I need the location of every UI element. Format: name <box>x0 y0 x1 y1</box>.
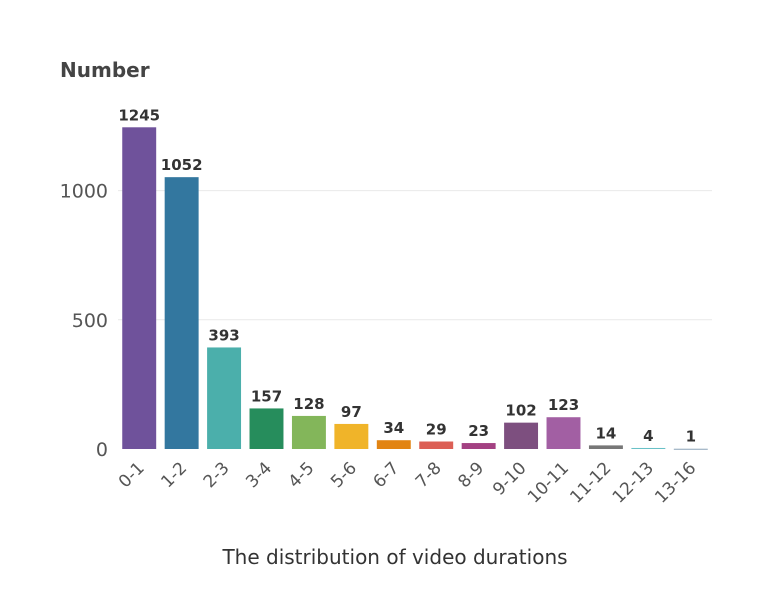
bar-4-5 <box>291 415 326 449</box>
x-tick-label-2-3: 2-3 <box>200 458 234 492</box>
bar-13-16 <box>673 448 708 450</box>
bar-12-13 <box>631 447 666 449</box>
bar-8-9 <box>461 443 496 449</box>
bar-7-8 <box>419 441 454 449</box>
y-axis-ticks: 0 500 1000 <box>60 181 108 461</box>
bar-10-11 <box>546 417 581 449</box>
bar-0-1 <box>122 127 157 450</box>
x-axis-label: The distribution of video durations <box>221 545 567 569</box>
bar-3-4 <box>249 408 284 449</box>
data-label-4-5: 128 <box>293 395 324 413</box>
data-label-7-8: 29 <box>426 421 447 439</box>
bars <box>122 127 708 450</box>
data-label-5-6: 97 <box>341 403 362 421</box>
bar-2-3 <box>207 347 242 449</box>
bar-5-6 <box>334 423 369 449</box>
y-tick-label: 1000 <box>60 181 108 203</box>
data-label-6-7: 34 <box>383 419 404 437</box>
x-tick-label-4-5: 4-5 <box>285 458 319 492</box>
x-axis-ticks: 0-1 1-2 2-3 3-4 4-5 5-6 6-7 7-8 8-9 9-1010-1111-1… <box>115 458 700 507</box>
data-label-3-4: 157 <box>251 387 282 405</box>
x-tick-label-7-8: 7-8 <box>412 458 446 492</box>
x-tick-label-8-9: 8-9 <box>454 458 488 492</box>
data-label-12-13: 4 <box>643 427 653 445</box>
y-tick-label: 0 <box>96 439 108 461</box>
y-tick-label: 500 <box>72 310 108 332</box>
x-tick-label-6-7: 6-7 <box>370 458 404 492</box>
x-tick-label-11-12: 11-12 <box>566 458 615 507</box>
x-tick-label-10-11: 10-11 <box>524 458 573 507</box>
bar-9-10 <box>504 422 539 449</box>
data-label-2-3: 393 <box>208 326 239 344</box>
data-label-0-1: 1245 <box>118 106 160 124</box>
data-label-8-9: 23 <box>468 422 489 440</box>
x-tick-label-5-6: 5-6 <box>327 458 361 492</box>
bar-1-2 <box>164 177 199 449</box>
data-label-1-2: 1052 <box>161 156 203 174</box>
bar-11-12 <box>588 445 623 449</box>
data-label-10-11: 123 <box>548 396 579 414</box>
data-label-13-16: 1 <box>686 428 696 446</box>
x-tick-label-12-13: 12-13 <box>609 458 658 507</box>
bar-6-7 <box>376 440 411 449</box>
x-tick-label-3-4: 3-4 <box>242 458 276 492</box>
gridlines <box>118 190 712 321</box>
data-label-9-10: 102 <box>505 402 536 420</box>
x-tick-label-0-1: 0-1 <box>115 458 149 492</box>
x-tick-label-13-16: 13-16 <box>651 458 700 507</box>
data-label-11-12: 14 <box>595 424 616 442</box>
y-axis-label: Number <box>60 58 150 82</box>
x-tick-label-1-2: 1-2 <box>157 458 191 492</box>
